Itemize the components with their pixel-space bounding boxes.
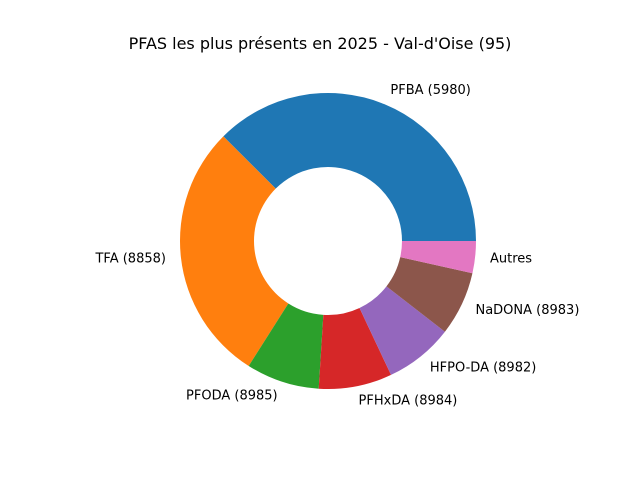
slice-label-2: PFODA (8985) xyxy=(186,389,278,404)
pie-slice-3 xyxy=(318,307,392,389)
pie-slice-6 xyxy=(400,241,476,274)
pie-slice-2 xyxy=(248,303,324,389)
pie-slice-4 xyxy=(359,286,445,375)
labels-group: PFBA (5980) TFA (8858) PFODA (8985) PFHxDA … xyxy=(94,83,579,409)
slice-label-5: NaDONA (8983) xyxy=(475,303,579,318)
slice-label-6: Autres xyxy=(490,251,532,266)
slice-label-0: PFBA (5980) xyxy=(390,83,471,98)
slice-label-4: HFPO-DA (8982) xyxy=(430,361,536,376)
pie-slice-1 xyxy=(179,136,289,366)
slice-label-1: TFA (8858) xyxy=(94,251,165,266)
pie-slice-0 xyxy=(223,92,476,242)
pie-slice-5 xyxy=(386,257,473,332)
chart-title: PFAS les plus présents en 2025 - Val-d'O… xyxy=(129,34,512,53)
slices-group xyxy=(179,92,476,389)
slice-label-3: PFHxDA (8984) xyxy=(359,394,458,409)
